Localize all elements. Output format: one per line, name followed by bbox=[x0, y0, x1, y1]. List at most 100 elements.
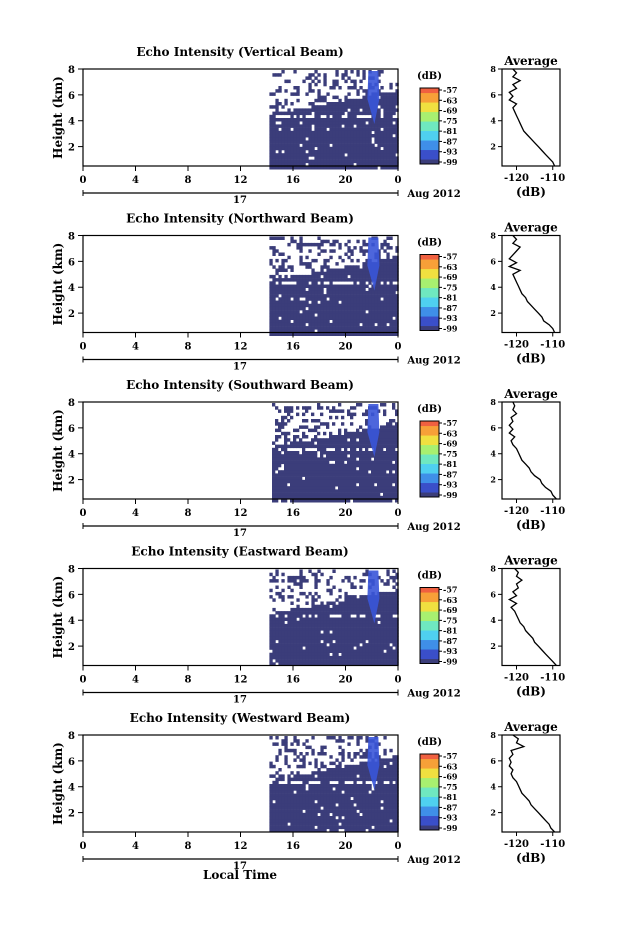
average-frame bbox=[501, 567, 561, 667]
heatmap-cell bbox=[362, 495, 366, 500]
heatmap-cell bbox=[311, 617, 315, 621]
heatmap-cell bbox=[371, 322, 375, 327]
colorbar-band bbox=[420, 264, 439, 270]
heatmap-cell bbox=[308, 287, 312, 292]
heatmap-cell bbox=[287, 451, 291, 455]
heatmap-cell bbox=[371, 451, 375, 455]
heatmap-cell bbox=[395, 159, 399, 164]
heatmap-cell bbox=[314, 575, 318, 580]
heatmap-cell bbox=[314, 290, 318, 295]
heatmap-cell bbox=[332, 406, 336, 410]
heatmap-cell bbox=[350, 313, 354, 317]
heatmap-cell bbox=[383, 134, 387, 138]
heatmap-cell bbox=[347, 764, 351, 769]
heatmap-cell bbox=[302, 121, 306, 125]
heatmap-cell bbox=[338, 319, 342, 324]
heatmap-cell bbox=[383, 822, 387, 826]
heatmap-cell bbox=[293, 575, 297, 580]
heatmap-cell bbox=[323, 438, 327, 442]
heatmap-cell bbox=[350, 98, 354, 103]
heatmap-cell bbox=[290, 166, 294, 170]
heatmap-cell bbox=[377, 646, 381, 650]
heatmap-cell bbox=[335, 476, 339, 481]
heatmap-cell bbox=[356, 601, 360, 605]
heatmap-cell bbox=[278, 473, 282, 477]
y-axis-label: Height (km) bbox=[51, 76, 65, 159]
heatmap-cell bbox=[305, 159, 309, 164]
heatmap-cell bbox=[320, 265, 324, 269]
heatmap-cell bbox=[287, 143, 291, 148]
heatmap-cell bbox=[347, 806, 351, 810]
heatmap-cell bbox=[350, 294, 354, 298]
heatmap-cell bbox=[380, 470, 384, 474]
heatmap-cell bbox=[314, 140, 318, 144]
heatmap-cell bbox=[317, 111, 321, 116]
heatmap-cell bbox=[341, 146, 345, 151]
heatmap-cell bbox=[332, 646, 336, 650]
heatmap-cell bbox=[299, 470, 303, 474]
heatmap-cell bbox=[377, 102, 381, 106]
heatmap-cell bbox=[386, 98, 390, 103]
heatmap-cell bbox=[311, 294, 315, 298]
heatmap-cell bbox=[356, 143, 360, 148]
heatmap-cell bbox=[368, 316, 372, 320]
heatmap-cell bbox=[326, 611, 330, 615]
heatmap-cell bbox=[317, 98, 321, 103]
heatmap-cell bbox=[344, 806, 348, 810]
heatmap-cell bbox=[329, 268, 333, 272]
heatmap-cell bbox=[284, 124, 288, 128]
heatmap-cell bbox=[371, 313, 375, 317]
heatmap-cell bbox=[353, 332, 357, 336]
heatmap-cell bbox=[353, 82, 357, 87]
heatmap-cell bbox=[308, 153, 312, 157]
heatmap-cell bbox=[350, 617, 354, 621]
heatmap-cell bbox=[353, 822, 357, 826]
heatmap-cell bbox=[377, 137, 381, 141]
heatmap-cell bbox=[374, 620, 378, 625]
heatmap-cell bbox=[332, 322, 336, 327]
heatmap-cell bbox=[347, 294, 351, 298]
heatmap-cell bbox=[281, 143, 285, 148]
heatmap-cell bbox=[377, 287, 381, 292]
heatmap-cell bbox=[296, 143, 300, 148]
heatmap-cell bbox=[278, 483, 282, 487]
heatmap-cell bbox=[386, 127, 390, 132]
heatmap-cell bbox=[335, 271, 339, 276]
heatmap-cell bbox=[299, 643, 303, 647]
heatmap-cell bbox=[386, 655, 390, 660]
heatmap-cell bbox=[329, 409, 333, 413]
colorbar-tick-label: -93 bbox=[443, 147, 458, 157]
heatmap-cell bbox=[269, 156, 273, 160]
heatmap-cell bbox=[356, 403, 360, 407]
heatmap-cell bbox=[281, 460, 285, 465]
heatmap-cell bbox=[347, 793, 351, 798]
heatmap-cell bbox=[290, 787, 294, 791]
heatmap-cell bbox=[350, 284, 354, 288]
heatmap-cell bbox=[347, 479, 351, 484]
heatmap-cell bbox=[359, 630, 363, 634]
heatmap-cell bbox=[317, 752, 321, 756]
heatmap-cell bbox=[380, 92, 384, 96]
heatmap-cell bbox=[386, 499, 390, 503]
heatmap-cell bbox=[329, 332, 333, 336]
heatmap-cell bbox=[344, 294, 348, 298]
heatmap-cell bbox=[338, 294, 342, 298]
heatmap-cell bbox=[392, 274, 396, 279]
heatmap-cell bbox=[395, 639, 399, 644]
heatmap-cell bbox=[332, 492, 336, 497]
heatmap-cell bbox=[389, 591, 393, 596]
heatmap-cell bbox=[275, 329, 279, 333]
heatmap-cell bbox=[314, 271, 318, 276]
heatmap-cell bbox=[311, 467, 315, 471]
heatmap-cell bbox=[302, 441, 306, 445]
heatmap-cell bbox=[269, 329, 273, 333]
heatmap-cell bbox=[269, 787, 273, 791]
heatmap-cell bbox=[395, 422, 399, 426]
heatmap-cell bbox=[341, 274, 345, 279]
heatmap-cell bbox=[356, 121, 360, 125]
heatmap-cell bbox=[302, 800, 306, 804]
heatmap-cell bbox=[296, 620, 300, 625]
heatmap-cell bbox=[359, 796, 363, 801]
heatmap-cell bbox=[278, 118, 282, 122]
heatmap-cell bbox=[308, 495, 312, 500]
